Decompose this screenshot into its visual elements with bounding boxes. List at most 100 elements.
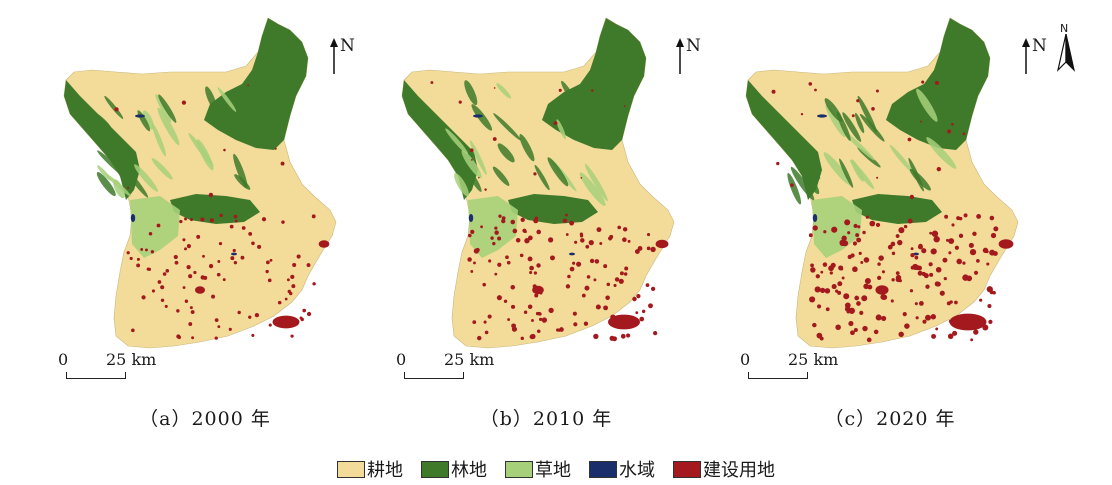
construction-patch — [251, 241, 255, 246]
scale-start-label: 0 — [740, 350, 751, 369]
scale-line — [404, 372, 464, 379]
construction-patch — [583, 321, 589, 326]
legend-swatch — [673, 460, 701, 478]
construction-patch — [650, 246, 656, 253]
construction-patch — [520, 336, 524, 341]
construction-patch — [596, 227, 602, 233]
land-patch — [464, 80, 478, 106]
land-patch — [233, 153, 248, 189]
land-patch — [157, 107, 180, 146]
construction-patch — [573, 322, 578, 327]
construction-patch — [470, 270, 474, 273]
construction-patch — [534, 216, 539, 221]
construction-patch — [581, 293, 586, 298]
land-patch — [454, 173, 469, 197]
construction-patch — [862, 230, 866, 235]
construction-patch — [150, 250, 155, 254]
construction-patch — [232, 248, 236, 253]
construction-patch — [211, 294, 216, 299]
construction-patch — [533, 271, 537, 275]
construction-patch — [993, 226, 999, 232]
land-use-map-2020 — [745, 17, 1019, 349]
construction-patch — [484, 330, 489, 335]
construction-patch — [990, 232, 997, 239]
construction-patch — [844, 219, 851, 226]
construction-patch — [483, 320, 487, 324]
construction-patch — [129, 256, 133, 261]
construction-patch — [251, 333, 255, 337]
construction-patch — [645, 283, 650, 287]
construction-patch — [848, 307, 855, 314]
construction-patch — [865, 215, 869, 219]
construction-patch — [510, 304, 516, 309]
construction-patch — [296, 254, 301, 259]
construction-patch — [877, 275, 882, 280]
construction-patch — [627, 239, 631, 243]
legend-swatch — [421, 460, 449, 478]
construction-patch — [497, 236, 502, 241]
legend-item-farmland: 耕地 — [337, 456, 403, 482]
land-patch — [464, 165, 482, 192]
construction-patch — [939, 290, 945, 296]
construction-patch — [267, 278, 272, 283]
construction-patch — [962, 132, 966, 136]
land-patch — [497, 143, 515, 163]
construction-patch — [606, 282, 611, 287]
construction-patch — [257, 244, 262, 249]
construction-patch — [907, 137, 912, 142]
construction-patch — [160, 285, 165, 290]
construction-patch — [269, 258, 273, 262]
construction-patch — [898, 331, 904, 338]
land-patch — [429, 120, 450, 145]
construction-patch — [538, 312, 542, 316]
north-arrow-icon — [328, 38, 340, 76]
construction-patch — [182, 238, 186, 242]
construction-patch — [854, 295, 860, 301]
land-patch — [825, 104, 846, 138]
construction-patch — [184, 247, 187, 251]
map-panel-2010: N 0 25 km （b）2010 年 — [378, 0, 738, 440]
scale-line — [66, 372, 126, 379]
construction-patch — [988, 319, 993, 325]
construction-patch — [191, 336, 195, 340]
land-patch — [839, 158, 854, 188]
construction-patch — [915, 316, 919, 320]
construction-patch — [909, 289, 914, 293]
land-patch — [823, 152, 852, 186]
scale-start-label: 0 — [58, 350, 69, 369]
construction-patch — [881, 315, 887, 321]
construction-patch — [157, 280, 162, 284]
construction-patch — [873, 329, 879, 335]
construction-patch — [529, 271, 533, 275]
construction-patch — [800, 112, 804, 116]
land-patch — [445, 128, 469, 155]
construction-patch — [623, 272, 628, 276]
urban-area — [194, 286, 206, 294]
construction-patch — [214, 318, 219, 322]
construction-patch — [527, 235, 533, 241]
scale-line — [748, 372, 808, 379]
land-patch — [104, 95, 124, 119]
construction-patch — [593, 278, 597, 282]
construction-patch — [473, 261, 476, 265]
construction-patch — [473, 248, 479, 254]
construction-patch — [942, 257, 948, 263]
grassland-region — [468, 196, 518, 258]
construction-patch — [989, 215, 995, 221]
construction-patch — [632, 296, 637, 302]
construction-patch — [875, 89, 879, 93]
urban-core — [949, 313, 987, 331]
scale-end-label: 25 km — [788, 350, 839, 369]
legend-item-water: 水域 — [589, 456, 655, 482]
land-patch — [851, 159, 864, 182]
construction-patch — [530, 333, 536, 340]
construction-patch — [861, 295, 868, 302]
water-body — [817, 114, 827, 118]
construction-patch — [281, 220, 285, 224]
construction-patch — [910, 252, 915, 258]
construction-patch — [184, 299, 189, 303]
construction-patch — [603, 305, 609, 311]
construction-patch — [928, 262, 933, 267]
construction-patch — [591, 89, 594, 92]
construction-patch — [579, 234, 584, 238]
